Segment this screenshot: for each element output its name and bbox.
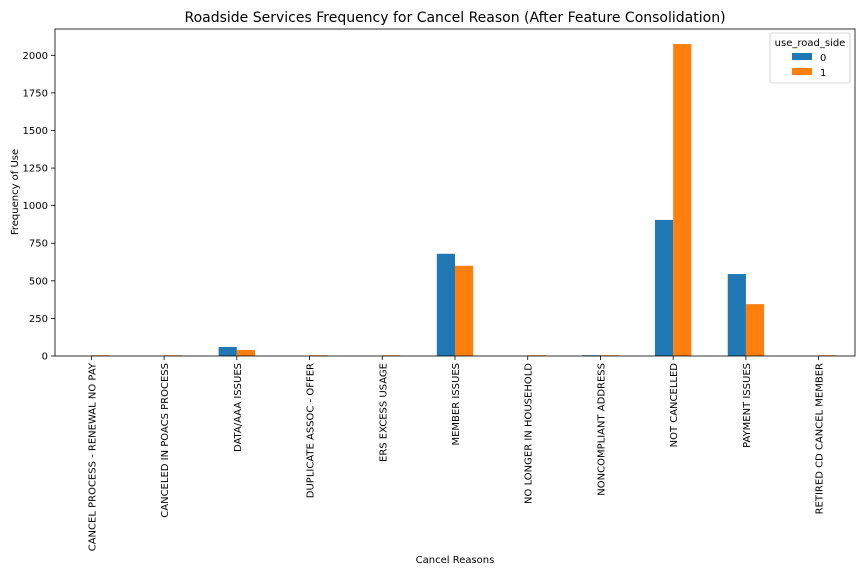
x-tick-label-0: CANCEL PROCESS - RENEWAL NO PAY [87,362,98,551]
x-tick-label-2: DATA/AAA ISSUES [233,363,244,452]
x-tick-label-8: NOT CANCELLED [669,363,680,448]
y-tick-label-6: 1500 [23,126,48,137]
x-tick-label-10: RETIRED CD CANCEL MEMBER [815,363,826,514]
legend-title: use_road_side [775,38,846,49]
x-tick-label-5: MEMBER ISSUES [451,363,462,446]
bar-series-1-8 [673,44,692,356]
x-tick-label-6: NO LONGER IN HOUSEHOLD [524,363,535,504]
legend-label-1: 1 [820,68,826,79]
legend-label-0: 0 [820,53,826,64]
x-tick-label-9: PAYMENT ISSUES [742,363,753,448]
legend-swatch-1 [792,68,812,75]
bar-series-0-9 [727,274,746,356]
y-tick-label-1: 250 [29,314,48,325]
bar-series-0-8 [655,219,674,356]
bar-series-0-5 [436,253,455,356]
x-tick-label-1: CANCELED IN POACS PROCESS [160,363,171,518]
y-tick-label-5: 1250 [23,164,48,175]
y-tick-label-2: 500 [29,276,48,287]
bar-series-1-5 [455,265,474,356]
y-tick-label-4: 1000 [23,201,48,212]
y-tick-label-7: 1750 [23,88,48,99]
bar-series-1-2 [236,349,255,356]
legend: use_road_side 0 1 [769,32,851,84]
legend-swatch-0 [792,53,812,60]
plot-frame [54,28,856,357]
y-axis: 0 250 500 750 1000 1250 1500 1750 2000 [23,51,55,363]
bar-series-0-2 [218,346,237,356]
x-tick-label-4: ERS EXCESS USAGE [378,363,389,462]
x-tick-label-3: DUPLICATE ASSOC - OFFER [306,363,317,498]
x-axis-label: Cancel Reasons [416,555,495,566]
bar-series-1-9 [745,304,765,356]
chart-title: Roadside Services Frequency for Cancel R… [184,10,725,26]
y-axis-label: Frequency of Use [10,149,21,235]
y-tick-label-0: 0 [42,352,48,363]
y-tick-label-8: 2000 [23,51,48,62]
x-axis: CANCEL PROCESS - RENEWAL NO PAY CANCELED … [87,356,826,551]
x-tick-label-7: NONCOMPLIANT ADDRESS [596,363,607,496]
bars-layer [91,44,837,356]
y-tick-label-3: 750 [29,239,48,250]
